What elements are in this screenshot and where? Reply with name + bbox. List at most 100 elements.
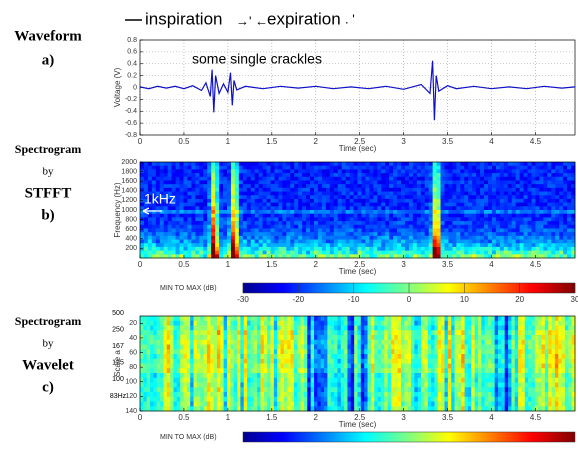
texture-cell	[431, 406, 435, 411]
texture-cell	[547, 225, 551, 229]
texture-cell	[504, 247, 508, 251]
texture-cell	[445, 173, 449, 177]
texture-cell	[211, 206, 215, 210]
texture-cell	[230, 368, 234, 373]
texture-cell	[223, 247, 227, 251]
texture-cell	[284, 326, 288, 331]
texture-cell	[207, 392, 211, 397]
texture-cell	[227, 373, 231, 378]
texture-cell	[342, 188, 346, 192]
texture-cell	[428, 316, 432, 321]
texture-cell	[157, 326, 161, 331]
texture-cell	[247, 345, 251, 350]
texture-cell	[243, 221, 247, 225]
texture-cell	[227, 162, 231, 166]
texture-cell	[342, 214, 346, 218]
texture-cell	[358, 340, 362, 345]
texture-cell	[264, 354, 268, 359]
texture-cell	[180, 195, 184, 199]
texture-cell	[342, 184, 346, 188]
texture-cell	[394, 316, 398, 321]
texture-cell	[452, 225, 456, 229]
texture-cell	[176, 232, 180, 236]
texture-cell	[302, 210, 306, 214]
texture-cell	[369, 214, 373, 218]
texture-cell	[286, 162, 290, 166]
texture-cell	[472, 180, 476, 184]
texture-cell	[311, 392, 315, 397]
texture-cell	[199, 169, 203, 173]
texture-cell	[287, 340, 291, 345]
texture-cell	[264, 368, 268, 373]
texture-cell	[551, 232, 555, 236]
texture-cell	[190, 364, 194, 369]
texture-cell	[448, 359, 452, 364]
texture-cell	[397, 180, 401, 184]
texture-cell	[344, 335, 348, 340]
texture-cell	[381, 383, 385, 388]
texture-cell	[259, 210, 263, 214]
texture-cell	[140, 406, 144, 411]
texture-cell	[458, 364, 462, 369]
texture-cell	[147, 345, 151, 350]
annotation: some single crackles	[192, 51, 322, 67]
texture-cell	[458, 378, 462, 383]
texture-cell	[350, 184, 354, 188]
texture-cell	[452, 203, 456, 207]
texture-cell	[455, 368, 459, 373]
texture-cell	[480, 228, 484, 232]
texture-cell	[214, 368, 218, 373]
texture-cell	[277, 335, 281, 340]
texture-cell	[438, 402, 442, 407]
texture-cell	[191, 177, 195, 181]
texture-cell	[547, 180, 551, 184]
texture-cell	[411, 321, 415, 326]
texture-cell	[455, 364, 459, 369]
texture-cell	[350, 188, 354, 192]
texture-cell	[551, 173, 555, 177]
texture-cell	[341, 330, 345, 335]
texture-cell	[173, 368, 177, 373]
texture-cell	[168, 243, 172, 247]
texture-cell	[504, 162, 508, 166]
texture-cell	[330, 184, 334, 188]
texture-cell	[389, 162, 393, 166]
texture-cell	[240, 359, 244, 364]
texture-cell	[318, 221, 322, 225]
texture-cell	[234, 345, 238, 350]
texture-cell	[492, 251, 496, 255]
texture-cell	[278, 188, 282, 192]
texture-cell	[231, 221, 235, 225]
texture-cell	[301, 330, 305, 335]
texture-cell	[324, 373, 328, 378]
texture-cell	[176, 221, 180, 225]
texture-cell	[173, 326, 177, 331]
texture-cell	[567, 232, 571, 236]
texture-cell	[147, 392, 151, 397]
texture-cell	[199, 195, 203, 199]
legend-arrow: →' ←	[236, 13, 268, 28]
texture-cell	[180, 162, 184, 166]
texture-cell	[180, 349, 184, 354]
texture-cell	[404, 406, 408, 411]
texture-cell	[220, 397, 224, 402]
texture-cell	[314, 192, 318, 196]
texture-cell	[207, 203, 211, 207]
texture-cell	[263, 221, 267, 225]
texture-cell	[424, 364, 428, 369]
texture-cell	[263, 169, 267, 173]
texture-cell	[456, 180, 460, 184]
texture-cell	[251, 243, 255, 247]
texture-cell	[314, 214, 318, 218]
texture-cell	[267, 240, 271, 244]
texture-cell	[282, 177, 286, 181]
texture-cell	[247, 232, 251, 236]
texture-cell	[294, 392, 298, 397]
texture-cell	[433, 203, 437, 207]
texture-cell	[227, 184, 231, 188]
texture-cell	[385, 228, 389, 232]
texture-cell	[535, 180, 539, 184]
texture-cell	[374, 368, 378, 373]
texture-cell	[255, 203, 259, 207]
texture-cell	[297, 387, 301, 392]
